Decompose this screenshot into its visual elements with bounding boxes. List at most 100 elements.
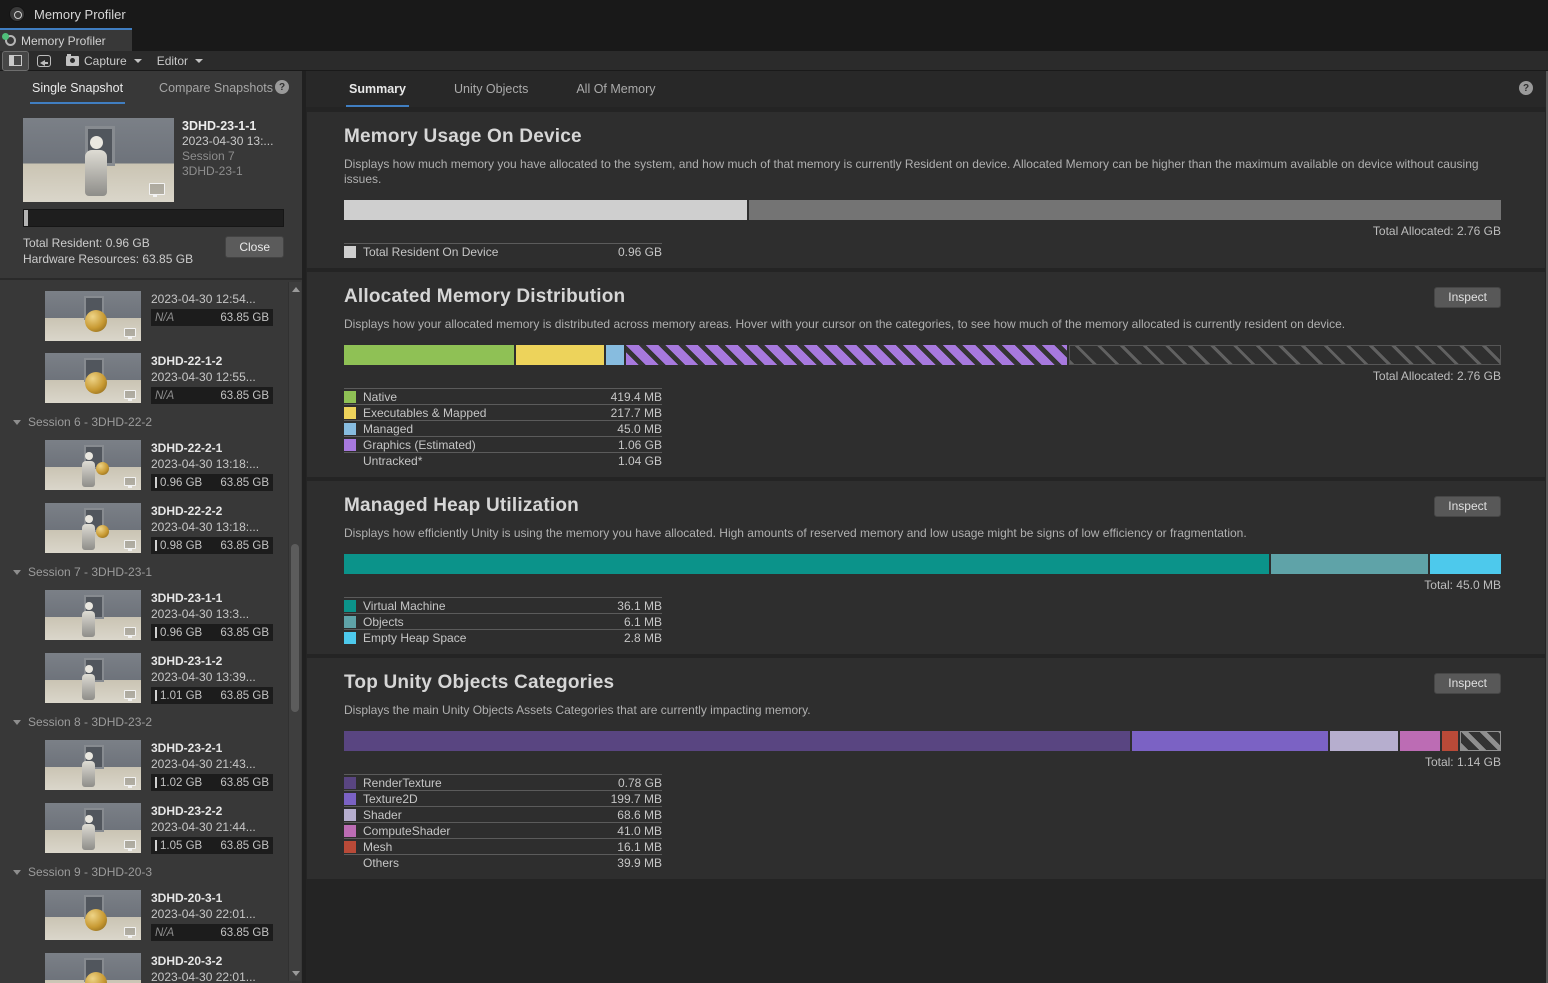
hardware-value: 63.85 GB (220, 389, 269, 402)
snapshot-date: 2023-04-30 22:01... (151, 907, 256, 921)
capture-button[interactable]: Capture (60, 52, 148, 70)
bar-segment[interactable] (1441, 731, 1458, 751)
summary-help-icon[interactable]: ? (1519, 81, 1533, 95)
session-header[interactable]: Session 7 - 3DHD-23-1 (0, 561, 302, 583)
bar-segment[interactable] (749, 200, 1501, 220)
snapshot-item[interactable]: 3DHD-23-2-2 2023-04-30 21:44... 1.05 GB … (39, 798, 285, 859)
snapshot-item[interactable]: 3DHD-22-1-2 2023-04-30 12:55... N/A 63.8… (39, 348, 285, 409)
snapshot-item[interactable]: 3DHD-22-2-2 2023-04-30 13:18:... 0.98 GB… (39, 498, 285, 559)
sidebar-scrollbar[interactable] (288, 282, 301, 981)
inspect-button[interactable]: Inspect (1434, 286, 1501, 308)
bar-segment[interactable] (1429, 554, 1501, 574)
memory-value: 0.96 GB (160, 476, 203, 489)
main-tab[interactable]: Summary (346, 71, 409, 107)
hardware-value: 63.85 GB (220, 839, 269, 852)
legend-value: 0.96 GB (617, 244, 662, 259)
bar-segment[interactable] (626, 345, 1067, 365)
legend-label: Objects (363, 614, 404, 629)
hardware-value: 63.85 GB (220, 776, 269, 789)
collapse-triangle-icon[interactable] (13, 569, 21, 575)
scroll-down-button[interactable] (292, 971, 300, 976)
legend-value: 68.6 MB (617, 807, 662, 822)
bar-segment[interactable] (1459, 731, 1502, 751)
snapshot-thumb (45, 503, 141, 553)
legend-table: Virtual Machine 36.1 MB Objects 6.1 MB (344, 597, 662, 645)
sidebar-tab[interactable]: Single Snapshot (30, 71, 125, 104)
monitor-icon (124, 777, 136, 788)
bar-segment[interactable] (515, 345, 605, 365)
session-header[interactable]: Session 8 - 3DHD-23-2 (0, 711, 302, 733)
snapshot-name: 3DHD-22-2-2 (151, 504, 223, 518)
resident-progress-bar (23, 209, 284, 227)
snapshot-item[interactable]: 3DHD-20-3-2 2023-04-30 22:01... N/A 63.8… (39, 948, 285, 983)
collapse-triangle-icon[interactable] (13, 869, 21, 875)
snapshot-item[interactable]: 2023-04-30 12:54... N/A 63.85 GB (39, 286, 285, 346)
snapshot-list-entry: Session 7 - 3DHD-23-1 (0, 561, 302, 583)
snapshot-name: 3DHD-20-3-1 (151, 891, 223, 905)
bar-segment[interactable] (606, 345, 625, 365)
bar-segment[interactable] (1131, 731, 1328, 751)
scroll-up-button[interactable] (292, 287, 300, 292)
legend-label: Total Resident On Device (363, 244, 499, 259)
inspect-button[interactable]: Inspect (1434, 672, 1501, 694)
session-header[interactable]: Session 9 - 3DHD-20-3 (0, 861, 302, 883)
toggle-snapshot-panel-button[interactable] (2, 50, 29, 71)
legend-label: Mesh (363, 839, 393, 854)
memory-usage-row: 1.01 GB 63.85 GB (151, 687, 273, 704)
snapshot-item[interactable]: 3DHD-20-3-1 2023-04-30 22:01... N/A 63.8… (39, 885, 285, 946)
snapshot-name: 3DHD-23-2-2 (151, 804, 223, 818)
scene-robot (82, 665, 96, 701)
bar-segment[interactable] (1068, 345, 1501, 365)
hardware-value: 63.85 GB (220, 926, 269, 939)
bar-segment[interactable] (344, 731, 1130, 751)
memory-profiler-window-tab[interactable]: Memory Profiler (0, 28, 132, 51)
main-tab[interactable]: Unity Objects (453, 82, 529, 96)
sidebar-help-icon[interactable]: ? (275, 80, 289, 94)
bar-segment[interactable] (344, 554, 1269, 574)
legend-swatch (344, 776, 356, 789)
snapshot-thumb (45, 803, 141, 853)
legend-value: 45.0 MB (617, 421, 662, 436)
bar-segment[interactable] (1399, 731, 1440, 751)
scrollbar-thumb[interactable] (291, 544, 299, 712)
session-header[interactable]: Session 6 - 3DHD-22-2 (0, 411, 302, 433)
snapshot-item[interactable]: 3DHD-23-1-2 2023-04-30 13:39... 1.01 GB … (39, 648, 285, 709)
close-button[interactable]: Close (225, 236, 284, 258)
main-scrollbar-track[interactable] (1546, 71, 1548, 983)
import-snapshot-button[interactable] (31, 52, 57, 70)
snapshot-title: 3DHD-23-1-1 (182, 119, 257, 133)
snapshot-list-entry: 3DHD-20-3-1 2023-04-30 22:01... N/A 63.8… (0, 885, 302, 946)
monitor-icon (124, 328, 136, 339)
bar-segment[interactable] (344, 345, 514, 365)
snapshot-item[interactable]: 3DHD-23-2-1 2023-04-30 21:43... 1.02 GB … (39, 735, 285, 796)
scene-sphere (79, 310, 110, 336)
memory-profiler-app-icon (9, 6, 25, 22)
chevron-down-icon[interactable] (133, 58, 142, 63)
memory-usage-row: N/A 63.85 GB (151, 309, 273, 326)
snapshot-item[interactable]: 3DHD-22-2-1 2023-04-30 13:18:... 0.96 GB… (39, 435, 285, 496)
collapse-triangle-icon[interactable] (13, 719, 21, 725)
memory-fill-sliver (155, 540, 157, 551)
total-label: Total: 45.0 MB (1424, 578, 1501, 592)
legend-label: Empty Heap Space (363, 630, 467, 645)
window-tab-label: Memory Profiler (21, 33, 106, 48)
legend-swatch (344, 792, 356, 805)
legend-swatch (344, 631, 356, 644)
inspect-button[interactable]: Inspect (1434, 495, 1501, 517)
snapshot-list-entry: 3DHD-23-1-1 2023-04-30 13:3... 0.96 GB 6… (0, 585, 302, 646)
snapshot-thumb (45, 440, 141, 490)
legend-value: 2.8 MB (623, 630, 662, 645)
snapshot-thumb (45, 653, 141, 703)
sidebar-tab[interactable]: Compare Snapshots (159, 80, 273, 95)
main-tab[interactable]: All Of Memory (576, 82, 656, 96)
snapshot-item[interactable]: 3DHD-23-1-1 2023-04-30 13:3... 0.96 GB 6… (39, 585, 285, 646)
bar-segment[interactable] (1270, 554, 1428, 574)
collapse-triangle-icon[interactable] (13, 419, 21, 425)
legend-row: Native 419.4 MB (344, 388, 662, 404)
bar-segment[interactable] (1329, 731, 1398, 751)
panel-layout-icon (9, 55, 22, 66)
bar-segment[interactable] (344, 200, 748, 220)
editor-dropdown[interactable]: Editor (151, 52, 209, 70)
legend-row: Executables & Mapped 217.7 MB (344, 404, 662, 420)
memory-bar (344, 554, 1501, 574)
